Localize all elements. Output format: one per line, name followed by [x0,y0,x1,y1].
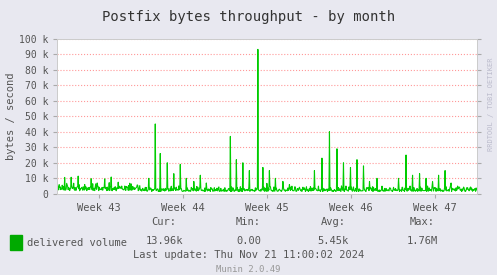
Text: Cur:: Cur: [152,217,176,227]
Text: 5.45k: 5.45k [318,236,348,246]
Text: Munin 2.0.49: Munin 2.0.49 [216,265,281,274]
Text: Last update: Thu Nov 21 11:00:02 2024: Last update: Thu Nov 21 11:00:02 2024 [133,250,364,260]
Y-axis label: bytes / second: bytes / second [6,72,16,160]
Text: 13.96k: 13.96k [145,236,183,246]
Text: Min:: Min: [236,217,261,227]
Text: 0.00: 0.00 [236,236,261,246]
Text: 1.76M: 1.76M [407,236,438,246]
Text: Postfix bytes throughput - by month: Postfix bytes throughput - by month [102,10,395,24]
Text: Max:: Max: [410,217,435,227]
Text: delivered volume: delivered volume [27,238,127,248]
Text: RRDTOOL / TOBI OETIKER: RRDTOOL / TOBI OETIKER [488,58,494,151]
Text: Avg:: Avg: [321,217,345,227]
